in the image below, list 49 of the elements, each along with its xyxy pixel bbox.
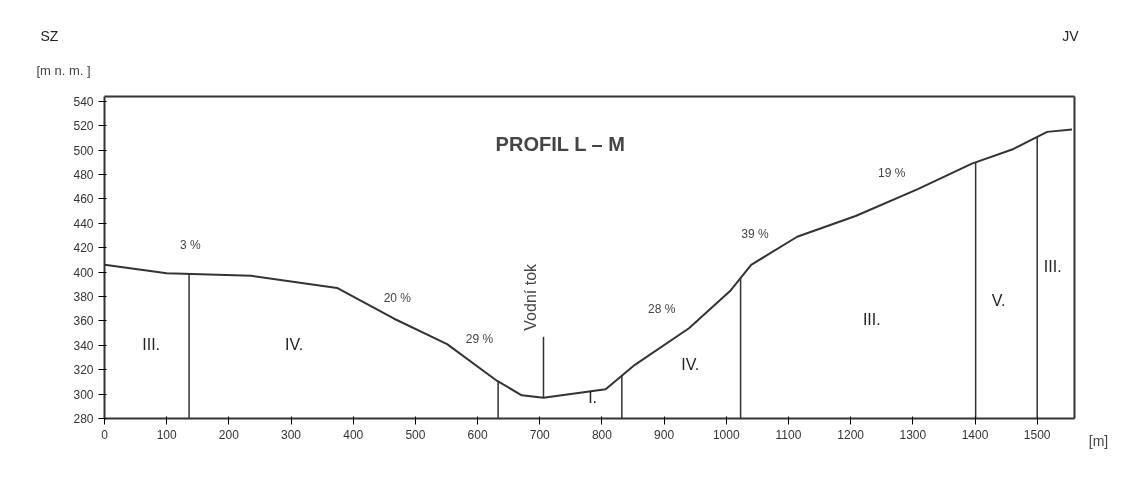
y-tick-label: 320	[73, 363, 94, 378]
y-tick-label: 460	[73, 192, 94, 207]
y-tick-label: 520	[73, 119, 94, 134]
annotation: III.	[862, 311, 881, 329]
y-tick-label: 540	[73, 94, 94, 109]
annotation: V.	[991, 291, 1006, 309]
y-tick-label: 400	[73, 265, 94, 280]
ref-line-label: Vodní tok	[521, 262, 539, 331]
x-tick-label: 1000	[712, 427, 740, 442]
x-tick-label: 100	[156, 427, 178, 442]
x-tick-label: 1100	[775, 427, 802, 442]
x-tick-label: 300	[281, 427, 302, 442]
annotation: IV.	[681, 356, 700, 374]
y-axis-title: [m n. m. ]	[36, 63, 91, 78]
text: JV	[1062, 27, 1080, 44]
text: SZ	[40, 27, 59, 44]
x-tick-label: 600	[467, 427, 488, 442]
x-axis-title: [m]	[1088, 432, 1109, 449]
annotation: III.	[1043, 257, 1062, 275]
annotation: 3 %	[179, 238, 201, 253]
y-tick-label: 440	[73, 216, 94, 231]
x-tick-label: 800	[591, 427, 613, 442]
y-tick-label: 500	[73, 143, 94, 158]
x-tick-label: 500	[405, 427, 426, 442]
y-tick-label: 300	[73, 387, 94, 402]
y-tick-label: 420	[73, 241, 94, 256]
annotation: 29 %	[465, 332, 494, 347]
y-tick-label: 480	[73, 168, 94, 183]
annotation: 39 %	[741, 227, 769, 242]
x-tick-label: 1400	[961, 427, 989, 442]
x-tick-label: 900	[654, 427, 675, 442]
annotation: 20 %	[383, 290, 412, 305]
text: PROFIL L – M	[495, 133, 625, 156]
x-tick-label: 700	[529, 427, 551, 442]
annotation: III.	[142, 335, 161, 353]
x-tick-label: 0	[101, 427, 109, 442]
annotation: 19 %	[878, 166, 906, 181]
y-tick-label: 280	[73, 412, 94, 426]
annotation: I.	[588, 389, 598, 407]
x-tick-label: 1200	[837, 427, 865, 442]
x-tick-label: 1300	[899, 427, 927, 442]
y-tick-label: 380	[73, 290, 94, 305]
x-tick-label: 200	[218, 427, 240, 442]
annotation: IV.	[285, 335, 304, 353]
x-tick-label: 1500	[1023, 427, 1051, 442]
y-tick-label: 340	[73, 338, 94, 353]
x-tick-label: 400	[343, 427, 364, 442]
y-tick-label: 360	[73, 314, 94, 329]
annotation: 28 %	[647, 301, 676, 316]
